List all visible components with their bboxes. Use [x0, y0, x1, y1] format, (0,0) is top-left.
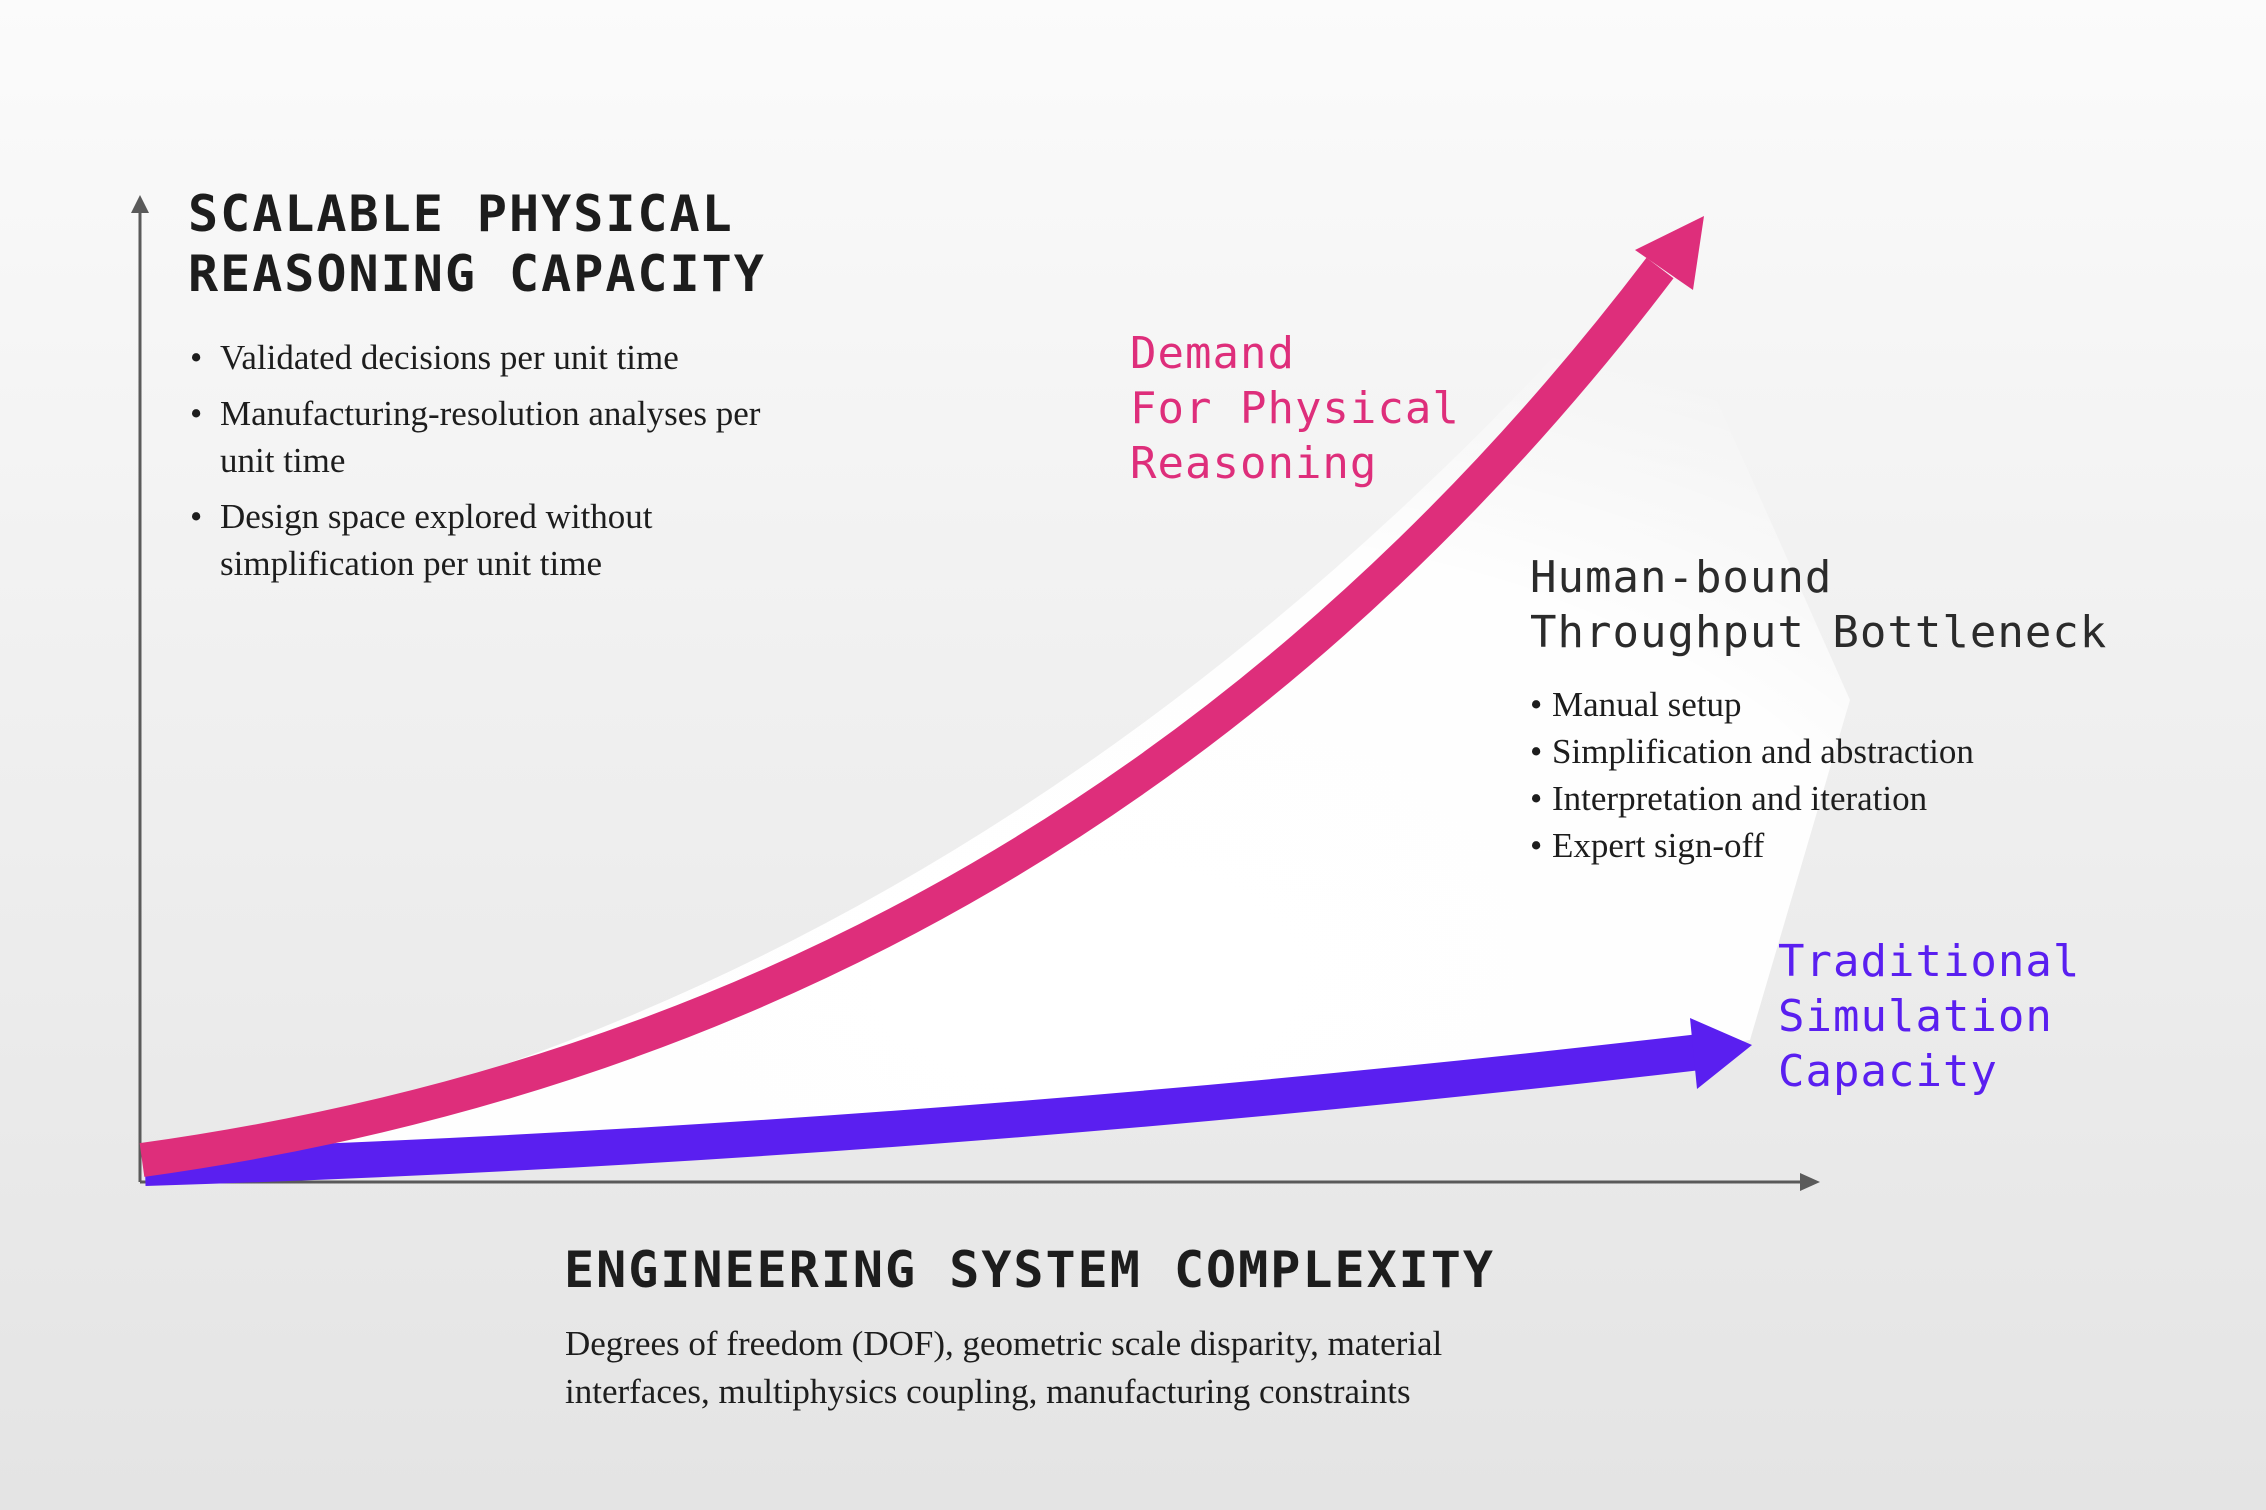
x-axis-description-line-1: Degrees of freedom (DOF), geometric scal…	[565, 1324, 1443, 1363]
y-axis-bullet: Design space explored without simplifica…	[190, 493, 810, 587]
x-axis-arrowhead	[1800, 1173, 1820, 1191]
y-axis-title-line-2: REASONING CAPACITY	[188, 245, 766, 303]
traditional-label-line-1: Traditional	[1778, 936, 2081, 987]
bottleneck-bullet: Interpretation and iteration	[1530, 775, 2170, 822]
bottleneck-title: Human-bound Throughput Bottleneck	[1530, 550, 2230, 660]
traditional-capacity-arrowhead	[1690, 1018, 1752, 1089]
traditional-curve-label: Traditional Simulation Capacity	[1778, 934, 2218, 1099]
bottleneck-bullet: Expert sign-off	[1530, 822, 2170, 869]
y-axis-title: SCALABLE PHYSICAL REASONING CAPACITY	[188, 184, 948, 304]
bottleneck-bullet: Simplification and abstraction	[1530, 728, 2170, 775]
bottleneck-bullet-list: Manual setup Simplification and abstract…	[1530, 681, 2170, 869]
y-axis-bullet-list: Validated decisions per unit time Manufa…	[190, 334, 810, 596]
x-axis-title: ENGINEERING SYSTEM COMPLEXITY	[564, 1241, 1495, 1299]
demand-label-line-3: Reasoning	[1130, 438, 1378, 489]
bottleneck-gap-area	[150, 250, 1850, 1170]
y-axis-bullet: Manufacturing-resolution analyses per un…	[190, 390, 810, 484]
bottleneck-bullet: Manual setup	[1530, 681, 2170, 728]
demand-label-line-1: Demand	[1130, 328, 1295, 379]
y-axis-bullet: Validated decisions per unit time	[190, 334, 810, 381]
bottleneck-title-line-2: Throughput Bottleneck	[1530, 607, 2108, 658]
y-axis-title-line-1: SCALABLE PHYSICAL	[188, 185, 734, 243]
traditional-label-line-3: Capacity	[1778, 1046, 1998, 1097]
demand-curve	[139, 257, 1674, 1177]
demand-label-line-2: For Physical	[1130, 383, 1460, 434]
bottleneck-title-line-1: Human-bound	[1530, 552, 1833, 603]
x-axis-description: Degrees of freedom (DOF), geometric scal…	[565, 1320, 1565, 1416]
traditional-capacity-curve	[144, 1034, 1703, 1186]
y-axis-arrowhead	[131, 195, 149, 213]
traditional-label-line-2: Simulation	[1778, 991, 2053, 1042]
demand-curve-label: Demand For Physical Reasoning	[1130, 326, 1550, 491]
x-axis-description-line-2: interfaces, multiphysics coupling, manuf…	[565, 1372, 1411, 1411]
demand-arrowhead	[1635, 216, 1704, 290]
